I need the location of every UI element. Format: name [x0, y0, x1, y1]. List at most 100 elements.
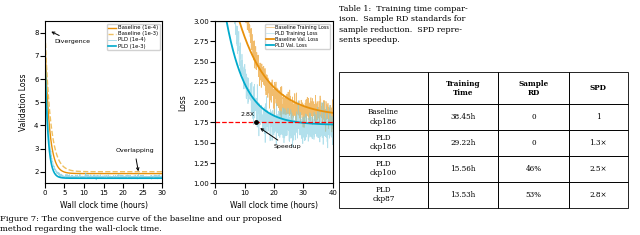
Baseline Val. Loss [263, 78, 271, 81]
PLD Val. Loss [263, 110, 271, 113]
PLD (1e-4) [71, 175, 79, 178]
Legend: Baseline Training Loss, PLD Training Loss, Baseline Val. Loss, PLD Val. Loss: Baseline Training Loss, PLD Training Los… [265, 24, 330, 49]
Text: Speedup: Speedup [261, 129, 301, 149]
PLD (1e-4) [159, 175, 166, 178]
PLD (1e-4) [111, 175, 118, 178]
Bar [569, 72, 628, 104]
Baseline (1e-3) [120, 170, 127, 173]
Baseline Val. Loss [305, 106, 313, 109]
PLD Training Loss [329, 129, 337, 132]
Text: 13.53h: 13.53h [450, 191, 476, 199]
Bar [569, 156, 628, 182]
PLD (1e-3) [41, 50, 49, 53]
Text: 2.8X: 2.8X [241, 112, 255, 117]
PLD (1e-4) [62, 173, 70, 176]
Text: Table 1:  Training time compar-
ison.  Sample RD standards for
sample reduction.: Table 1: Training time compar- ison. Sam… [339, 5, 468, 44]
Bar [428, 130, 498, 156]
Bar [498, 182, 569, 208]
PLD (1e-3) [120, 177, 127, 180]
Text: 1: 1 [596, 113, 601, 121]
Text: 46%: 46% [525, 165, 541, 173]
PLD Training Loss [263, 124, 271, 126]
PLD Training Loss [305, 133, 313, 136]
Baseline Training Loss [305, 116, 313, 119]
Baseline (1e-4) [159, 172, 166, 175]
Text: Divergence: Divergence [52, 32, 91, 44]
Bar [428, 104, 498, 130]
Line: Baseline (1e-3): Baseline (1e-3) [45, 28, 163, 172]
PLD Training Loss [211, 20, 219, 23]
Text: PLD
ckp87: PLD ckp87 [372, 186, 394, 203]
Text: 29.22h: 29.22h [450, 139, 476, 147]
Bar [339, 182, 428, 208]
Baseline (1e-3) [62, 167, 70, 170]
PLD (1e-4) [120, 176, 127, 179]
Text: SPD: SPD [590, 84, 607, 92]
Baseline Val. Loss [259, 72, 267, 75]
PLD Training Loss [292, 118, 300, 121]
PLD Training Loss [303, 123, 311, 125]
Baseline (1e-3) [129, 170, 137, 173]
Baseline (1e-3) [71, 170, 79, 172]
Text: 0: 0 [531, 139, 536, 147]
Bar [569, 104, 628, 130]
PLD (1e-3) [94, 177, 102, 180]
Baseline Training Loss [211, 20, 219, 23]
Baseline Training Loss [329, 116, 337, 119]
PLD Training Loss [259, 130, 267, 133]
PLD Val. Loss [329, 123, 337, 126]
Text: PLD
ckp186: PLD ckp186 [370, 134, 397, 152]
Baseline Training Loss [259, 72, 267, 74]
Text: 2.8×: 2.8× [589, 191, 607, 199]
Baseline Val. Loss [292, 102, 300, 104]
Baseline Training Loss [303, 98, 311, 101]
PLD (1e-3) [157, 177, 164, 180]
Baseline Training Loss [292, 119, 300, 122]
Baseline (1e-3) [41, 27, 49, 30]
Line: Baseline Training Loss: Baseline Training Loss [215, 21, 333, 132]
X-axis label: Wall clock time (hours): Wall clock time (hours) [60, 201, 148, 210]
X-axis label: Wall clock time (hours): Wall clock time (hours) [230, 201, 318, 210]
Baseline Val. Loss [223, 20, 231, 23]
Text: Figure 7: The convergence curve of the baseline and our proposed
method regardin: Figure 7: The convergence curve of the b… [0, 215, 282, 233]
PLD Val. Loss [305, 122, 313, 125]
Baseline (1e-3) [94, 170, 102, 173]
Line: Baseline (1e-4): Baseline (1e-4) [45, 37, 163, 174]
Line: Baseline Val. Loss: Baseline Val. Loss [215, 21, 333, 113]
Baseline (1e-4) [71, 172, 79, 175]
Baseline (1e-4) [94, 172, 102, 175]
Bar [498, 156, 569, 182]
Baseline Val. Loss [329, 111, 337, 114]
PLD Training Loss [324, 146, 332, 149]
Text: 15.56h: 15.56h [450, 165, 476, 173]
PLD (1e-3) [71, 177, 79, 180]
Text: Sample
RD: Sample RD [518, 80, 548, 97]
Text: 1.3×: 1.3× [589, 139, 607, 147]
Y-axis label: Loss: Loss [179, 94, 188, 111]
Bar [498, 130, 569, 156]
Bar [498, 104, 569, 130]
Baseline Training Loss [328, 131, 336, 133]
Bar [339, 72, 428, 104]
Bar [569, 130, 628, 156]
PLD Val. Loss [223, 24, 231, 26]
Line: PLD Val. Loss: PLD Val. Loss [215, 21, 333, 125]
Text: Training
Time: Training Time [445, 80, 480, 97]
Bar [428, 72, 498, 104]
Text: 2.5×: 2.5× [589, 165, 607, 173]
Bar [428, 156, 498, 182]
Bar [339, 130, 428, 156]
PLD Val. Loss [211, 20, 219, 23]
PLD (1e-4) [130, 176, 138, 179]
Baseline (1e-4) [129, 172, 137, 175]
Baseline (1e-3) [159, 170, 166, 173]
Baseline (1e-4) [41, 36, 49, 39]
Bar [339, 156, 428, 182]
Bar [569, 182, 628, 208]
PLD (1e-4) [41, 43, 49, 45]
Baseline (1e-4) [120, 172, 127, 175]
Bar [498, 72, 569, 104]
PLD Training Loss [223, 20, 231, 23]
PLD Val. Loss [292, 121, 300, 123]
Bar [428, 182, 498, 208]
